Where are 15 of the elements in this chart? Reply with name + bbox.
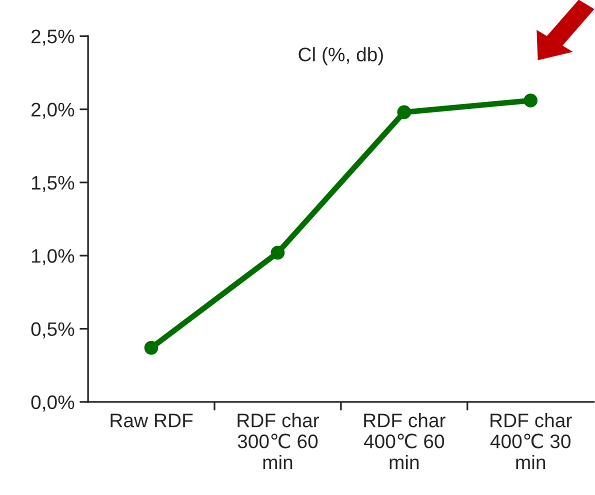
- y-tick-label: 0,5%: [31, 322, 74, 338]
- x-tick-label: RDF char 300℃ 60 min: [238, 413, 319, 470]
- text: Cl (%, db): [298, 47, 383, 66]
- point: [144, 340, 158, 355]
- y-tick-label: 2,0%: [32, 102, 74, 119]
- point: [524, 94, 538, 108]
- y-tick-label: 1,0%: [32, 249, 74, 266]
- point: [270, 246, 285, 260]
- y-tick-label: 1,5%: [32, 176, 74, 192]
- y-tick-label: 2,5%: [32, 30, 74, 46]
- x-tick-label: Raw RDF: [110, 414, 193, 428]
- point: [397, 105, 412, 120]
- x-tick-label: RDF char 400℃ 30 min: [490, 413, 572, 470]
- x-tick-label: RDF char 400℃ 60 min: [364, 413, 446, 470]
- y-tick-label: 0,0%: [31, 395, 74, 412]
